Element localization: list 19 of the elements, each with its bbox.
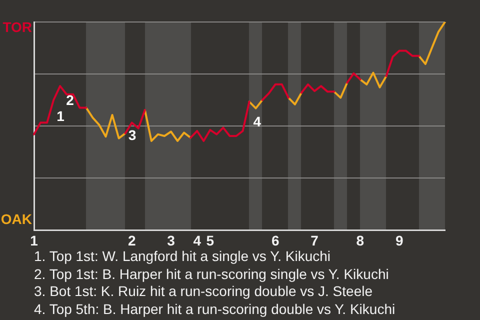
text: 4. Top 5th: B. Harper hit a run-scoring double vs Y. Kikuchi — [34, 300, 396, 318]
annotation: 3 — [128, 127, 136, 144]
text: 3. Bot 1st: K. Ruiz hit a run-scoring double vs J. Steele — [34, 283, 374, 300]
x-tick-label: 6 — [271, 232, 280, 248]
x-tick-label: 5 — [206, 232, 214, 248]
text: 1. Top 1st: W. Langford hit a single vs Y. Kikuchi — [34, 248, 332, 266]
x-tick-label: 9 — [395, 232, 404, 248]
x-tick-label: 4 — [193, 232, 202, 248]
x-tick-label: 2 — [128, 232, 136, 248]
annotation: 2 — [66, 92, 74, 108]
annotation: 4 — [253, 114, 262, 130]
text: TOR — [2, 18, 32, 35]
text: 2. Top 1st: B. Harper hit a run-scoring single vs Y. Kikuchi — [34, 266, 390, 283]
text: OAK — [0, 210, 32, 227]
x-tick-label: 1 — [30, 232, 38, 248]
x-tick-label: 8 — [356, 232, 364, 248]
x-tick-label: 3 — [167, 232, 176, 248]
annotation: 1 — [56, 108, 65, 124]
x-tick-label: 7 — [310, 232, 319, 248]
